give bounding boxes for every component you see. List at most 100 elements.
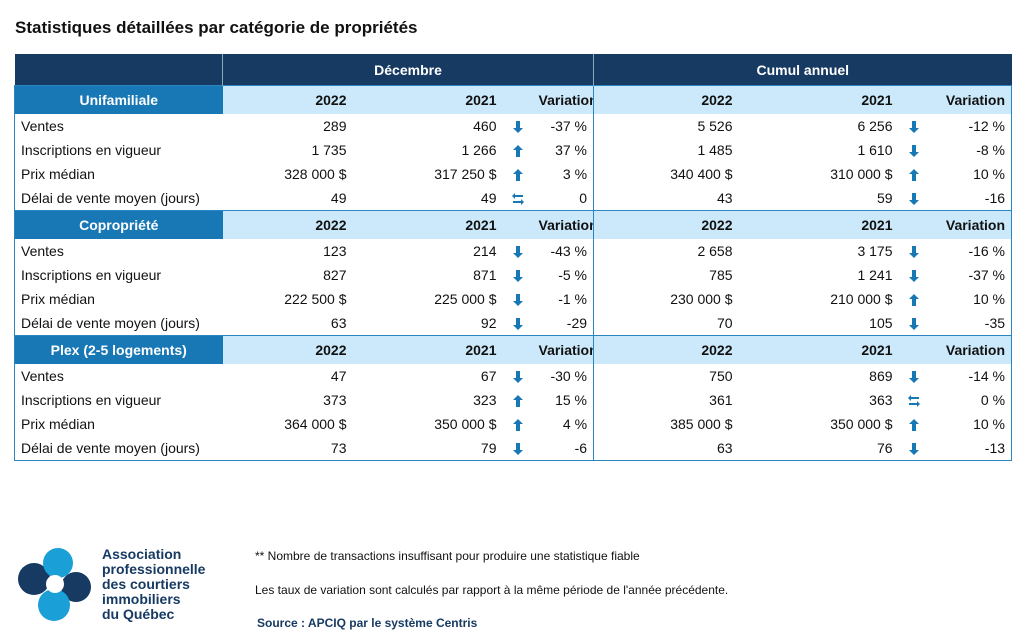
variation: 10 % — [973, 291, 1006, 307]
column-header: 2022 — [593, 210, 739, 239]
logo — [18, 548, 91, 621]
row-label: Prix médian — [21, 291, 95, 307]
source: Source : APCIQ par le système Centris — [257, 616, 478, 630]
trend-cell — [899, 364, 929, 388]
value: 361 — [593, 388, 739, 412]
section-header: Unifamiliale 2022 2021 Variation 2022 2021 Var… — [14, 85, 1012, 114]
variation: 3 % — [562, 166, 588, 182]
trend-cell — [899, 186, 929, 211]
trend-cell — [503, 186, 533, 211]
trend-icon — [511, 193, 524, 206]
trend-icon — [908, 371, 919, 384]
data-row: Inscriptions en vigueur 1 735 1 266 37 % 1 4… — [15, 138, 1012, 162]
variation: -37 % — [968, 267, 1006, 283]
column-header: 2021 — [352, 335, 503, 364]
column-header: Variation — [928, 85, 1012, 114]
section-header: Copropriété 2022 2021 Variation 2022 2021 Vari… — [14, 210, 1012, 239]
organization-line: professionnelle — [102, 561, 206, 577]
data-row: Inscriptions en vigueur 827 871 -5 % 785 1 24… — [15, 263, 1012, 287]
trend-cell — [899, 311, 929, 336]
variation: 10 % — [973, 166, 1006, 182]
trend-icon — [512, 169, 523, 182]
variation: -6 — [574, 440, 588, 456]
note: ** Nombre de transactions insuffisant po… — [255, 549, 640, 563]
value: 328 000 $ — [284, 166, 347, 182]
variation: 10 % — [973, 416, 1006, 432]
trend-cell — [899, 436, 929, 461]
value: 317 250 $ — [434, 166, 497, 182]
value: 123 — [323, 243, 347, 259]
value: 310 000 $ — [830, 166, 893, 182]
variation: -43 % — [550, 243, 588, 259]
trend-icon — [512, 371, 523, 384]
value: 63 — [593, 436, 739, 461]
data-row: Délai de vente moyen (jours) 63 92 -29 70 105… — [15, 311, 1012, 336]
value: 47 — [330, 368, 347, 384]
row-label: Prix médian — [21, 416, 95, 432]
value: 350 000 $ — [830, 416, 893, 432]
row-label: Ventes — [21, 243, 64, 259]
blank-cell — [14, 54, 223, 86]
trend-icon — [908, 169, 919, 182]
value: 6 256 — [857, 118, 893, 134]
trend-icon — [512, 246, 523, 259]
trend-cell — [503, 311, 533, 336]
trend-cell — [899, 114, 929, 138]
variation: 15 % — [555, 392, 588, 408]
trend-icon — [908, 419, 919, 432]
trend-icon — [908, 270, 919, 283]
row-label: Inscriptions en vigueur — [21, 142, 162, 158]
value: 1 266 — [461, 142, 497, 158]
column-header: Variation — [928, 210, 1012, 239]
value: 1 485 — [593, 138, 739, 162]
variation: -1 % — [558, 291, 588, 307]
value: 750 — [593, 364, 739, 388]
value: 460 — [473, 118, 497, 134]
notes: ** Nombre de transactions insuffisant po… — [255, 549, 728, 617]
trend-icon — [512, 318, 523, 331]
column-header: Variation — [928, 335, 1012, 364]
trend-cell — [503, 388, 533, 412]
section: Unifamiliale 2022 2021 Variation 2022 2021 Var… — [14, 85, 1012, 211]
group-title: Cumul annuel — [593, 54, 1012, 86]
value: 1 610 — [857, 142, 893, 158]
value: 1 735 — [311, 142, 347, 158]
trend-cell — [899, 138, 929, 162]
organization-line: immobiliers — [102, 591, 181, 607]
trend-cell — [503, 162, 533, 186]
variation: -37 % — [550, 118, 588, 134]
trend-icon — [908, 145, 919, 158]
value: 73 — [330, 440, 347, 456]
value: 225 000 $ — [434, 291, 497, 307]
variation: -14 % — [968, 368, 1006, 384]
value: 59 — [876, 190, 893, 206]
value: 871 — [473, 267, 497, 283]
value: 2 658 — [593, 239, 739, 263]
value: 373 — [323, 392, 347, 408]
column-header: Variation — [532, 335, 594, 364]
variation: -13 — [984, 440, 1006, 456]
trend-icon — [908, 121, 919, 134]
data-row: Ventes 123 214 -43 % 2 658 3 175 -16 % — [15, 239, 1012, 263]
trend-icon — [512, 294, 523, 307]
variation: 4 % — [562, 416, 588, 432]
trend-cell — [899, 412, 929, 436]
trend-cell — [503, 436, 533, 461]
variation: -8 % — [976, 142, 1006, 158]
trend-icon — [908, 193, 919, 206]
group-title: Décembre — [221, 54, 594, 86]
value: 869 — [869, 368, 893, 384]
row-label: Délai de vente moyen (jours) — [21, 440, 200, 456]
section-name: Plex (2-5 logements) — [14, 335, 223, 364]
trend-icon — [908, 318, 919, 331]
row-label: Inscriptions en vigueur — [21, 392, 162, 408]
value: 222 500 $ — [284, 291, 347, 307]
section-name: Unifamiliale — [14, 85, 223, 114]
variation: 0 — [579, 190, 588, 206]
trend-cell — [503, 114, 533, 138]
column-header: 2021 — [738, 335, 899, 364]
value: 67 — [480, 368, 497, 384]
title: Statistiques détaillées par catégorie de… — [15, 18, 418, 37]
trend-cell — [899, 287, 929, 311]
note: Les taux de variation sont calculés par … — [255, 583, 729, 597]
